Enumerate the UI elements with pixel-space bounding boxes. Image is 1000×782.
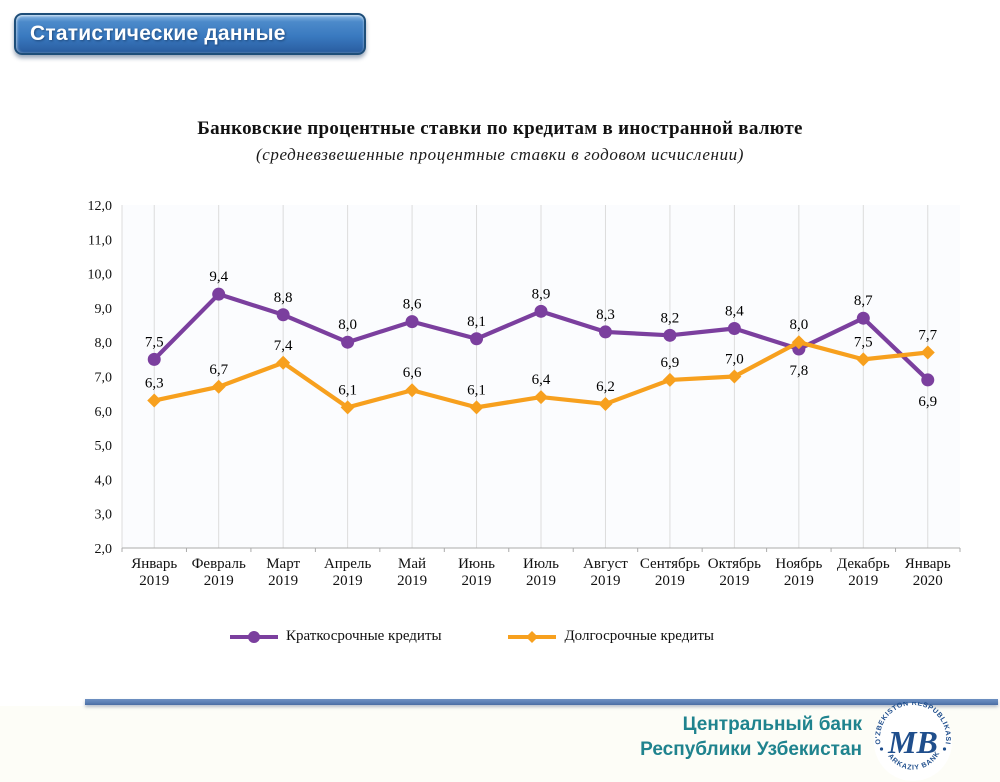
footer-area [0, 706, 1000, 782]
svg-text:8,4: 8,4 [725, 303, 744, 319]
svg-text:11,0: 11,0 [88, 233, 112, 248]
legend-marker-short-term-icon [230, 630, 278, 643]
legend-item-short-term: Краткосрочные кредиты [228, 628, 442, 645]
x-axis-ticks [121, 548, 961, 552]
svg-text:10,0: 10,0 [88, 268, 113, 283]
svg-text:8,3: 8,3 [596, 307, 615, 323]
svg-text:6,9: 6,9 [918, 394, 937, 410]
svg-text:6,1: 6,1 [338, 382, 357, 398]
svg-text:8,1: 8,1 [467, 314, 486, 330]
svg-text:6,3: 6,3 [145, 376, 164, 392]
svg-text:4,0: 4,0 [95, 473, 113, 488]
chart-title: Банковские процентные ставки по кредитам… [197, 118, 803, 139]
svg-text:8,8: 8,8 [274, 290, 293, 306]
svg-text:6,7: 6,7 [209, 362, 228, 378]
badge-label: Статистические данные [30, 22, 286, 45]
svg-text:6,6: 6,6 [403, 365, 422, 381]
svg-text:6,4: 6,4 [532, 372, 551, 388]
footer-org-line1: Центральный банк [682, 714, 862, 735]
svg-text:8,0: 8,0 [789, 317, 808, 333]
svg-text:3,0: 3,0 [95, 508, 113, 523]
x-axis-labels: Январь 2019 Февраль 2019 Март 2019 Апрель 2019 М… [131, 556, 951, 589]
svg-text:9,0: 9,0 [95, 302, 113, 317]
svg-text:8,6: 8,6 [403, 297, 422, 313]
svg-text:7,5: 7,5 [854, 334, 873, 350]
legend-item-long-term: Долгосрочные кредиты [506, 628, 714, 645]
svg-text:8,2: 8,2 [661, 310, 680, 326]
series-markers-1 [147, 335, 935, 415]
svg-text:7,8: 7,8 [789, 363, 808, 379]
svg-text:8,0: 8,0 [338, 317, 357, 333]
legend-label-long-term: Долгосрочные кредиты [564, 628, 714, 644]
svg-text:8,9: 8,9 [532, 286, 551, 302]
chart-title-block: Банковские процентные ставки по кредитам… [0, 118, 1000, 165]
svg-text:7,0: 7,0 [95, 371, 113, 386]
svg-text:8,0: 8,0 [95, 336, 113, 351]
chart-legend: Краткосрочные кредиты Долгосрочные креди… [228, 628, 714, 645]
svg-text:МВ: МВ [887, 724, 938, 760]
svg-text:7,0: 7,0 [725, 352, 744, 368]
line-chart: 2,0 3,0 4,0 5,0 6,0 7,0 8,0 9,0 10,0 11,0 12,0 Янва… [88, 199, 961, 589]
svg-text:12,0: 12,0 [88, 199, 113, 214]
chart-subtitle: (средневзвешенные процентные ставки в го… [255, 145, 745, 164]
svg-text:7,4: 7,4 [274, 338, 293, 354]
footer-separator-bar [85, 699, 998, 705]
svg-text:6,1: 6,1 [467, 382, 486, 398]
series-labels-0: 7,5 9,4 8,8 8,0 8,6 8,1 8,9 8,3 8,2 8,4 7,8 8,7 6,9 [145, 269, 937, 410]
y-axis-labels: 2,0 3,0 4,0 5,0 6,0 7,0 8,0 9,0 10,0 11,0 12,0 [88, 199, 113, 557]
legend-label-short-term: Краткосрочные кредиты [286, 628, 442, 644]
statistics-header-badge: Статистические данные [14, 13, 366, 55]
svg-text:5,0: 5,0 [95, 439, 113, 454]
series-labels-1: 6,3 6,7 7,4 6,1 6,6 6,1 6,4 6,2 6,9 7,0 8,0 7,5 7,7 [145, 317, 938, 398]
svg-text:7,7: 7,7 [918, 327, 937, 343]
footer-org-line2: Республики Узбекистан [640, 739, 862, 760]
svg-text:2,0: 2,0 [95, 542, 113, 557]
svg-text:7,5: 7,5 [145, 334, 164, 350]
svg-text:6,0: 6,0 [95, 405, 113, 420]
central-bank-logo-icon: O'ZBEKISTON RESPUBLIKASIMARKAZIY BANKIМВ [873, 702, 952, 781]
svg-text:6,9: 6,9 [661, 355, 680, 371]
legend-marker-long-term-icon [508, 630, 557, 643]
svg-text:6,2: 6,2 [596, 379, 615, 395]
footer-org-name: Центральный банк Республики Узбекистан [640, 712, 862, 762]
svg-text:9,4: 9,4 [209, 269, 228, 285]
svg-text:8,7: 8,7 [854, 293, 873, 309]
